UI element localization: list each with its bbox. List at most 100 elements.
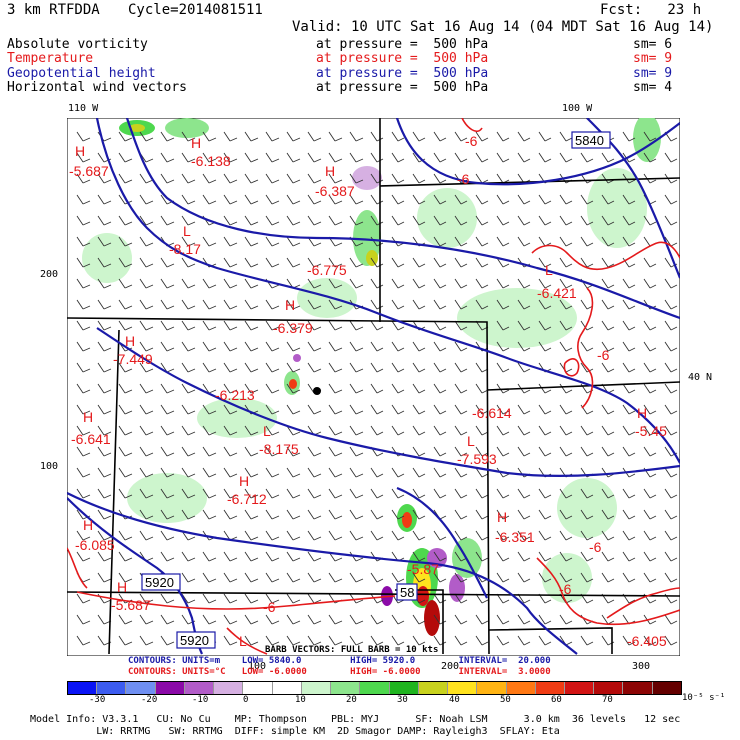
wind-barb (454, 446, 468, 457)
wind-barb (76, 278, 91, 289)
wind-barb (139, 257, 154, 268)
wind-barb (454, 152, 468, 163)
colorbar-swatch (155, 682, 185, 694)
wind-barb (97, 425, 112, 436)
wind-barb (265, 425, 280, 436)
wind-barb (412, 278, 426, 289)
wind-barb (160, 593, 175, 604)
wind-barb (538, 194, 552, 205)
wind-barb (538, 509, 552, 520)
wind-barb (286, 362, 301, 373)
vorticity-patch (402, 512, 412, 528)
wind-barb (286, 446, 301, 457)
wind-barb (433, 467, 447, 478)
wind-barb (328, 362, 343, 373)
wind-barb (202, 509, 217, 520)
wind-barb (370, 530, 384, 541)
wind-barb (76, 257, 91, 268)
wind-barb (643, 572, 657, 583)
wind-barb (139, 425, 154, 436)
temperature-value-label: -6.351 (495, 529, 535, 545)
wind-barb (391, 278, 405, 289)
wind-barb (664, 572, 678, 583)
height-value-box: 5920 (141, 573, 181, 591)
wind-barb (286, 404, 301, 415)
wind-barb (370, 404, 384, 415)
vorticity-colorbar (67, 681, 682, 695)
wind-barb (181, 194, 196, 205)
wind-barb (601, 152, 615, 163)
wind-barb (244, 509, 259, 520)
wind-barb (160, 551, 175, 562)
wind-barb (475, 593, 489, 604)
wind-barb (622, 383, 636, 394)
wind-barb (517, 131, 531, 142)
wind-barb (139, 131, 154, 142)
wind-barb (622, 341, 636, 352)
colorbar-tick-label: -20 (141, 695, 158, 705)
wind-barb (643, 530, 657, 541)
wind-barb (118, 488, 133, 499)
wind-barb (139, 194, 154, 205)
wind-barb (328, 278, 343, 289)
wind-barb (328, 194, 343, 205)
wind-barb (349, 215, 364, 226)
wind-barb (265, 551, 280, 562)
colorbar-unit: 10⁻⁵ s⁻¹ (682, 693, 726, 703)
wind-barb (328, 215, 343, 226)
wind-barb (307, 446, 322, 457)
wind-barb (664, 383, 678, 394)
wind-barb (412, 383, 426, 394)
wind-barb (328, 320, 343, 331)
height-value-text: 5840 (575, 133, 604, 148)
grid-label-x200: 200 (441, 661, 460, 672)
field-level: at pressure = 500 hPa (316, 80, 489, 95)
wind-barb (580, 488, 594, 499)
temperature-value-label: -6.387 (315, 183, 355, 199)
wind-barb (349, 362, 364, 373)
wind-barb (181, 446, 196, 457)
wind-barb (328, 509, 343, 520)
wind-barb (643, 320, 657, 331)
wind-barb (559, 425, 573, 436)
wind-barb (118, 236, 133, 247)
wind-barb (181, 551, 196, 562)
wind-barb (223, 425, 238, 436)
wind-barb (349, 635, 364, 646)
wind-barb (622, 173, 636, 184)
colorbar-swatch (506, 682, 536, 694)
field-name: Horizontal wind vectors (7, 80, 188, 95)
colorbar-tick-labels: -30 -20 -10 0 10 20 30 40 50 60 70 (67, 696, 680, 706)
wind-barb (349, 278, 364, 289)
wind-barb (559, 236, 573, 247)
wind-barb (202, 299, 217, 310)
wind-barb (559, 152, 573, 163)
wind-barb (307, 488, 322, 499)
wind-barb (412, 467, 426, 478)
wind-barb (664, 341, 678, 352)
field-smoothing: sm= 9 (633, 51, 673, 66)
wind-barb (244, 173, 259, 184)
wind-barb (370, 320, 384, 331)
pressure-center-marker: H (325, 163, 335, 179)
wind-barb (517, 572, 531, 583)
wind-barb (433, 362, 447, 373)
vorticity-patch (165, 118, 209, 138)
wind-barb (265, 341, 280, 352)
wind-barb (160, 257, 175, 268)
wind-barb (622, 236, 636, 247)
wind-barb (496, 425, 510, 436)
temperature-value-label: -6.775 (307, 262, 347, 278)
wind-barb (433, 257, 447, 268)
wind-barb (76, 551, 91, 562)
temperature-contours (67, 118, 680, 655)
wind-barb (622, 509, 636, 520)
wind-barb (538, 635, 552, 646)
colorbar-swatch (360, 682, 390, 694)
field-smoothing: sm= 4 (633, 80, 673, 95)
temperature-value-label: -6 (457, 171, 470, 187)
wind-barb (496, 488, 510, 499)
wind-barb (454, 131, 468, 142)
wind-barb (349, 467, 364, 478)
wind-barb (118, 215, 133, 226)
